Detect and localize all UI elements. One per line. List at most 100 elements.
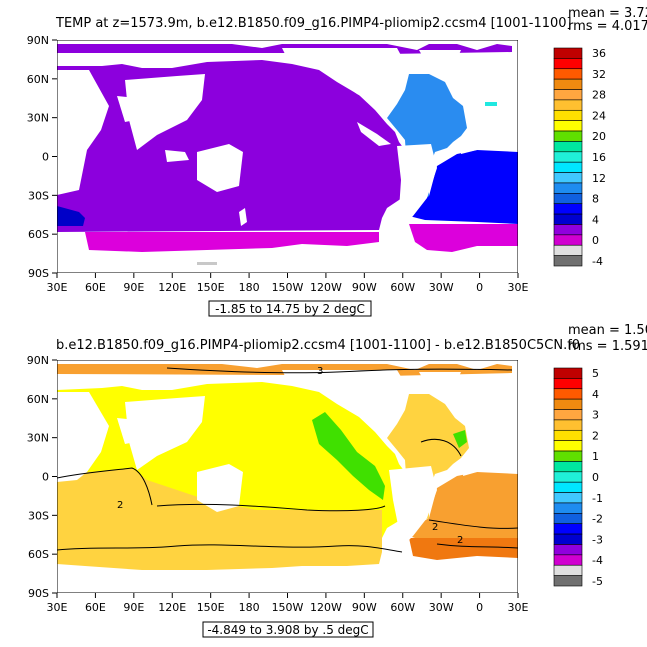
panel-1-africa-east <box>461 136 518 154</box>
colorbar-swatch <box>553 481 583 493</box>
lon-label: 30E <box>508 601 529 614</box>
colorbar-label: 36 <box>592 47 606 60</box>
panel-2-range-text: -4.849 to 3.908 by .5 degC <box>207 623 368 637</box>
lon-label: 120W <box>310 601 342 614</box>
colorbar-swatch <box>553 213 583 225</box>
lon-label: 30W <box>429 601 454 614</box>
colorbar-swatch <box>553 78 583 90</box>
colorbar-swatch <box>553 533 583 545</box>
panel-2-south-atlantic <box>409 472 518 544</box>
colorbar-swatch <box>553 419 583 431</box>
panel-1-ice-shelf <box>197 262 217 265</box>
contour-label: 2 <box>457 535 463 546</box>
panel-2-southern-ocean <box>57 468 382 570</box>
panel-1-lat-axis: 90N 60N 30N 0 30S 60S 90S <box>27 34 57 280</box>
lat-label: 90S <box>28 267 49 280</box>
colorbar-swatch <box>553 523 583 535</box>
panel-2-indian-ocean-west <box>57 478 107 524</box>
lon-label: 150W <box>272 601 304 614</box>
lat-label: 30S <box>28 509 49 522</box>
colorbar-swatch <box>553 193 583 205</box>
panel-2: b.e12.B1850.f09_g16.PIMP4-pliomip2.ccsm4… <box>27 323 647 638</box>
panel-2-lon-axis: 30E 60E 90E 120E 150E 180 150W 120W 90W 60W 30W 0 30… <box>47 593 529 614</box>
panel-1-maritime <box>165 150 189 162</box>
contour-label: 2 <box>117 500 123 511</box>
panel-2-africa <box>57 392 109 482</box>
panel-2-rms: rms = 1.591 <box>568 339 647 354</box>
panel-1-title: TEMP at z=1573.9m, b.e12.B1850.f09_g16.P… <box>55 16 572 31</box>
colorbar-swatch <box>553 172 583 184</box>
panel-1: TEMP at z=1573.9m, b.e12.B1850.f09_g16.P… <box>27 6 647 317</box>
lat-label: 60S <box>28 228 49 241</box>
panel-1-s-america <box>397 144 437 224</box>
lon-label: 30E <box>508 281 529 294</box>
colorbar-swatch <box>553 151 583 163</box>
colorbar-swatch <box>553 378 583 390</box>
colorbar-swatch <box>553 398 583 410</box>
panel-2-contour-satl <box>428 519 518 529</box>
contour-label: 3 <box>317 366 323 377</box>
colorbar-swatch <box>553 161 583 173</box>
panel-2-asia-east <box>125 396 205 470</box>
colorbar-label: 0 <box>592 471 599 484</box>
colorbar-label: 0 <box>592 234 599 247</box>
lon-label: 60E <box>85 601 106 614</box>
panel-1-india <box>117 96 137 122</box>
colorbar-swatch <box>553 471 583 483</box>
colorbar-label: -5 <box>592 575 603 588</box>
colorbar-label: -3 <box>592 533 603 546</box>
panel-1-south-atlantic <box>409 150 518 224</box>
panel-2-s-america <box>389 466 437 544</box>
colorbar-swatch <box>553 564 583 576</box>
colorbar-swatch <box>553 554 583 566</box>
colorbar-label: 12 <box>592 172 606 185</box>
colorbar-swatch <box>553 68 583 80</box>
panel-2-contours <box>57 367 518 553</box>
colorbar-label: -1 <box>592 492 603 505</box>
panel-2-contour-atlantic <box>420 438 462 457</box>
colorbar-swatch <box>553 234 583 246</box>
colorbar-swatch <box>553 575 583 587</box>
colorbar-swatch <box>553 109 583 121</box>
lat-label: 90S <box>28 587 49 600</box>
panel-1-continents <box>57 48 518 273</box>
panel-2-map: 3 2 2 2 <box>57 360 518 593</box>
lon-label: 180 <box>239 601 260 614</box>
colorbar-label: 4 <box>592 213 599 226</box>
panel-2-contour-pacific <box>156 503 386 512</box>
lat-label: 30N <box>27 112 49 125</box>
panel-2-contour-satl2 <box>436 543 518 549</box>
colorbar-label: 4 <box>592 388 599 401</box>
lon-label: 120E <box>158 281 186 294</box>
lon-label: 30E <box>47 281 68 294</box>
lon-label: 150E <box>197 281 225 294</box>
panel-1-c-america <box>357 122 391 146</box>
panel-1-n-america <box>282 48 409 104</box>
panel-1-rms: rms = 4.017 <box>568 19 647 34</box>
colorbar-swatch <box>553 388 583 400</box>
panel-2-contour-arctic <box>166 367 513 374</box>
colorbar-swatch <box>553 513 583 525</box>
panel-2-antarctica <box>57 572 518 593</box>
colorbar-label: -2 <box>592 513 603 526</box>
panel-1-africa <box>57 70 109 195</box>
colorbar-swatch <box>553 141 583 153</box>
colorbar-swatch <box>553 255 583 267</box>
lat-label: 0 <box>42 471 49 484</box>
colorbar-label: 16 <box>592 151 606 164</box>
colorbar-label: 8 <box>592 193 599 206</box>
panel-1-south-atlantic-band <box>409 224 518 252</box>
lat-label: 0 <box>42 151 49 164</box>
panel-2-n-america <box>282 370 409 424</box>
lon-label: 30W <box>429 281 454 294</box>
lon-label: 30E <box>47 601 68 614</box>
panel-1-colorbar: 36 32 28 24 20 16 12 8 4 0 -4 <box>553 47 606 268</box>
panel-2-mean: mean = 1.504 <box>568 323 647 338</box>
panel-2-range-box <box>202 621 374 638</box>
lon-label: 60W <box>390 601 415 614</box>
lat-label: 90N <box>27 354 49 367</box>
colorbar-label: 1 <box>592 450 599 463</box>
colorbar-label: -4 <box>592 554 603 567</box>
contour-label: 2 <box>432 522 438 533</box>
